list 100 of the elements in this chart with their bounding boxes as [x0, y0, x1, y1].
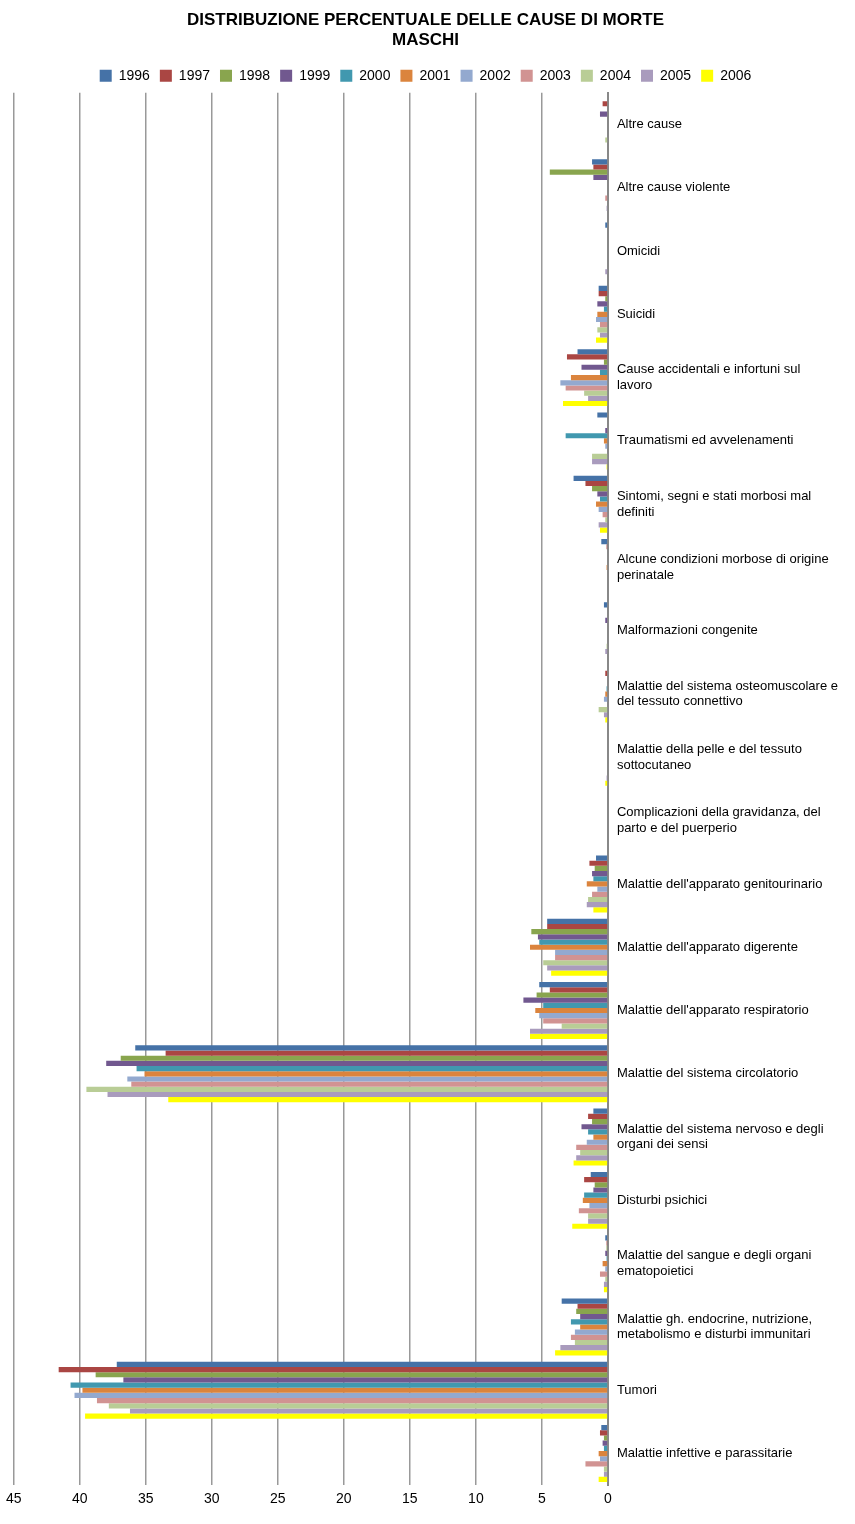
bar [560, 380, 608, 386]
bar [584, 1192, 608, 1198]
bar [74, 1392, 608, 1399]
bar [584, 390, 608, 396]
bar [168, 1097, 608, 1103]
bar [596, 501, 608, 507]
bar [566, 354, 608, 360]
bar [543, 1018, 608, 1024]
bar [601, 539, 608, 545]
bar [584, 1177, 608, 1183]
bar [589, 1202, 608, 1209]
bar [581, 1124, 608, 1130]
bar [576, 1308, 608, 1315]
bar [597, 327, 608, 333]
bar [577, 349, 608, 355]
bar [85, 1413, 608, 1419]
legend-label: 2006 [720, 66, 752, 83]
bar [535, 1007, 608, 1014]
bar [96, 1398, 608, 1404]
bar [601, 1425, 608, 1431]
bar [593, 1108, 608, 1114]
bar [574, 1329, 608, 1335]
bar [123, 1377, 608, 1383]
bar [599, 332, 608, 338]
bar [590, 1171, 608, 1178]
y-tick-label: Malattie dell'apparato respiratorio [616, 1002, 809, 1018]
bar [603, 359, 608, 365]
x-tick-label: 15 [402, 1490, 418, 1507]
bar [565, 385, 608, 391]
bar [582, 1197, 608, 1203]
legend-label: 2002 [479, 66, 511, 83]
bar [116, 1361, 608, 1367]
bar [576, 1155, 608, 1161]
bar [592, 870, 608, 877]
bar [576, 1144, 608, 1151]
bar [597, 491, 608, 497]
bar [573, 1160, 608, 1166]
y-tick-label: Malattie dell'apparato genitourinario [616, 875, 823, 891]
bar [547, 965, 608, 971]
bar [577, 1303, 608, 1309]
bar [596, 855, 608, 861]
bar [551, 970, 608, 976]
bar [580, 1150, 608, 1156]
bar [135, 1045, 608, 1051]
bar [592, 1118, 608, 1125]
bar [589, 860, 608, 866]
bar [523, 997, 608, 1003]
bar [586, 1139, 608, 1145]
bar [598, 1450, 608, 1457]
bar [593, 876, 608, 882]
legend-label: 2003 [539, 66, 572, 83]
bar [592, 453, 608, 460]
bar [598, 291, 608, 297]
bar [539, 939, 608, 945]
bar [588, 896, 608, 903]
y-tick-label: Malattie del sangue e degli organi ematopoietici [616, 1247, 812, 1279]
bar [588, 395, 608, 401]
bar [70, 1382, 608, 1388]
x-tick-label: 20 [336, 1490, 352, 1507]
bar [593, 907, 608, 913]
bar [555, 1350, 608, 1356]
y-tick-label: Altre cause [616, 116, 682, 132]
bar [131, 1081, 608, 1087]
bar [120, 1055, 608, 1061]
bar [530, 1033, 608, 1039]
bar [95, 1372, 608, 1378]
bar [593, 164, 608, 170]
bar [536, 992, 608, 998]
y-tick-label: Sintomi, segni e stati morbosi mal definiti [616, 487, 812, 519]
bar [588, 1129, 608, 1135]
bar [531, 929, 608, 935]
bar [127, 1076, 608, 1082]
bar [598, 506, 608, 512]
bar [599, 111, 608, 117]
y-tick-label: Malattie del sistema nervoso e degli organi dei sensi [616, 1120, 824, 1152]
bar [539, 982, 608, 988]
legend-label: 1998 [238, 66, 271, 83]
bar [596, 316, 608, 323]
bar [107, 1091, 608, 1098]
x-tick-label: 0 [604, 1490, 612, 1507]
x-tick-label: 30 [204, 1490, 220, 1507]
bar [586, 902, 608, 908]
bar [597, 311, 608, 317]
bar [599, 1430, 608, 1436]
x-tick-label: 25 [270, 1490, 286, 1507]
bar [549, 169, 608, 175]
y-tick-label: Malformazioni congenite [616, 622, 758, 638]
bar [58, 1366, 608, 1373]
bar [593, 1187, 608, 1193]
y-tick-label: Malattie dell'apparato digerente [616, 938, 798, 954]
x-tick-label: 10 [468, 1490, 484, 1507]
y-tick-label: Traumatismi ed avvelenamenti [616, 432, 794, 448]
y-tick-label: Malattie del sistema osteomuscolare e del tessuto connettivo [616, 677, 839, 709]
bar [592, 891, 608, 897]
y-tick-label: Tumori [616, 1381, 657, 1397]
legend-label: 1999 [299, 66, 331, 83]
legend-label: 2005 [660, 66, 692, 83]
y-tick-label: Suicidi [616, 305, 656, 321]
bar [129, 1408, 608, 1414]
legend-label: 2000 [359, 66, 391, 83]
